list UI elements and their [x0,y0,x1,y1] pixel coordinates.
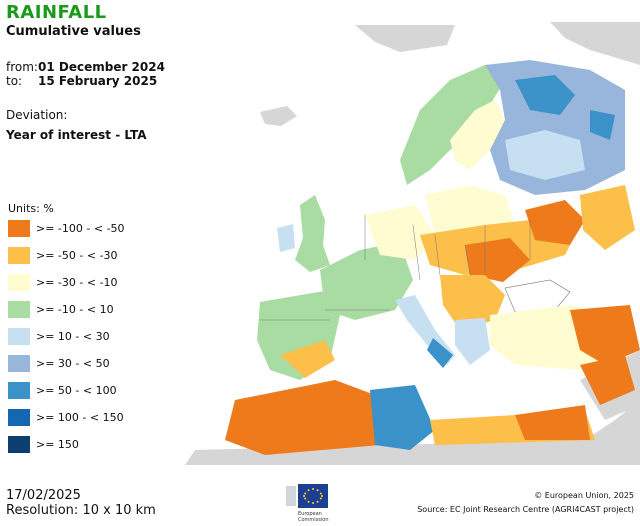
region-italy-wet-south [427,338,453,368]
european-commission-logo: European Commission [286,484,329,523]
to-label: to: [6,74,23,88]
legend-label: >= 50 - < 100 [36,384,117,397]
resolution: Resolution: 10 x 10 km [6,503,156,518]
europe-rainfall-map [185,20,640,465]
legend-swatch [8,382,30,399]
region-russia-severe [525,200,585,245]
from-label: from: [6,60,38,74]
legend-label: >= -50 - < -30 [36,249,118,262]
legend-label: >= 150 [36,438,79,451]
legend-label: >= -100 - < -50 [36,222,125,235]
iceland-outline [260,106,297,126]
deviation-value: Year of interest - LTA [6,128,147,142]
region-ukraine-severe [465,238,530,282]
eu-flag-stars [303,488,323,504]
arctic-land-east [550,22,640,65]
map-title: RAINFALL [6,2,107,23]
legend-label: >= -30 - < -10 [36,276,118,289]
region-finland [450,100,505,170]
black-sea [504,279,571,313]
region-balkans [440,275,505,330]
region-russia-wet-core [515,75,575,115]
legend-swatch [8,301,30,318]
region-east-orange [580,185,635,250]
legend-units: Units: % [8,202,54,215]
legend-swatch [8,274,30,291]
region-russia-mixed [505,130,585,180]
logo-text-line-2: Commission [298,517,329,523]
region-greece [455,318,490,365]
region-great-britain [295,195,330,272]
legend-label: >= 10 - < 30 [36,330,110,343]
logo-text-line-1: European [298,511,322,517]
legend-label: >= 100 - < 150 [36,411,124,424]
region-ireland [277,224,295,252]
legend-swatch [8,328,30,345]
region-scandinavia [400,65,505,185]
issue-date: 17/02/2025 [6,488,81,503]
region-levant [580,355,635,405]
region-north-africa-mid [370,385,435,450]
legend-swatch [8,220,30,237]
map-subtitle: Cumulative values [6,24,141,39]
country-borders [260,215,531,321]
region-egypt [515,405,590,440]
legend-swatch [8,247,30,264]
legend-swatch [8,355,30,372]
region-north-africa-west [225,380,380,455]
legend-label: >= -10 - < 10 [36,303,114,316]
region-france-west-europe [320,242,413,320]
legend-label: >= 30 - < 50 [36,357,110,370]
to-date: 15 February 2025 [38,74,158,88]
copyright: © European Union, 2025 [534,491,634,500]
legend-swatch [8,409,30,426]
greenland-outline [355,25,455,52]
eu-flag [298,484,328,508]
from-date: 01 December 2024 [38,60,165,74]
deviation-label: Deviation: [6,108,68,122]
region-russia-wet-east [590,110,615,140]
data-source: Source: EC Joint Research Centre (AGRI4C… [417,505,634,514]
logo-building-shape [286,486,296,506]
period-block: from:01 December 2024 to: 15 February 202… [6,60,165,88]
region-turkey-east-dry [570,305,640,365]
legend-swatch [8,436,30,453]
region-iberia-dry-south [280,340,335,378]
region-benelux-germany [365,205,435,260]
